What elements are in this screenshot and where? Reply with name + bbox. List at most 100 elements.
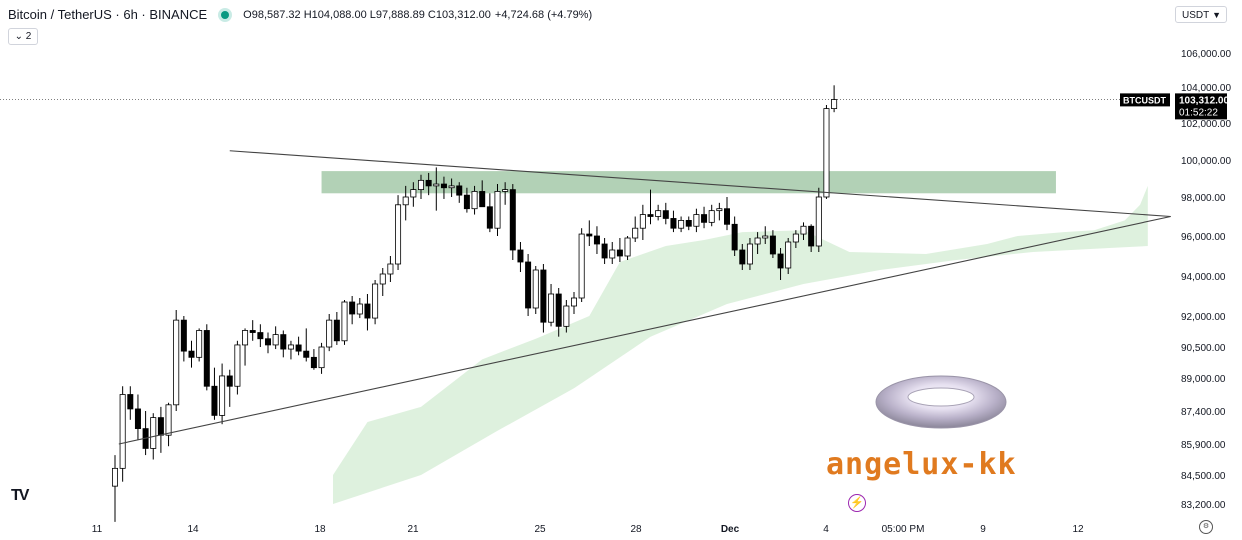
candle-body (639, 214, 646, 229)
candle-body (724, 208, 731, 225)
trendline (118, 215, 1171, 445)
y-tick-label: 85,900.00 (1181, 440, 1226, 451)
candle-body (555, 293, 562, 327)
y-tick-label: 83,200.00 (1181, 500, 1226, 511)
candle-body (219, 375, 226, 416)
candle-body (731, 223, 738, 251)
candle-body (739, 249, 746, 265)
settings-icon[interactable]: ⚙ (1199, 520, 1213, 534)
x-tick-label: 9 (980, 524, 986, 535)
torus-hole (907, 387, 975, 407)
candle-body (746, 243, 753, 265)
candle-body (387, 263, 394, 275)
candle-body (532, 269, 539, 309)
candle-body (372, 283, 379, 319)
candle-body (402, 196, 409, 206)
candle-body (180, 319, 187, 352)
candle-body (632, 227, 639, 239)
candle-body (165, 404, 172, 436)
candle-body (685, 219, 692, 227)
candle-body (318, 346, 325, 369)
candle-body (586, 233, 593, 237)
y-tick-label: 104,000.00 (1181, 83, 1231, 94)
y-tick-label: 106,000.00 (1181, 49, 1231, 60)
symbol-tag (1120, 93, 1170, 107)
candle-body (647, 214, 654, 217)
candle-body (264, 338, 271, 346)
y-tick-label: 94,000.00 (1181, 272, 1226, 283)
candle-body (815, 196, 822, 247)
candle-body (762, 235, 769, 239)
candle-body (486, 206, 493, 229)
symbol-header: Bitcoin / TetherUS · 6h · BINANCE O98,58… (8, 7, 592, 22)
candle-body (349, 301, 356, 315)
candle-body (701, 214, 708, 223)
candle-body (777, 253, 784, 269)
market-status-icon (221, 10, 230, 19)
candle-body (571, 297, 578, 307)
y-tick-label: 92,000.00 (1181, 312, 1226, 323)
candle-body (693, 214, 700, 227)
candle-body (540, 269, 547, 323)
candle-body (509, 189, 516, 251)
candle-body (112, 467, 119, 487)
candle-body (601, 243, 608, 259)
candle-body (341, 301, 348, 342)
ichimoku-cloud (333, 185, 1148, 504)
candle-body (417, 179, 424, 191)
tradingview-logo[interactable]: TV (11, 487, 30, 504)
candle-body (379, 273, 386, 285)
candle-body (364, 303, 371, 319)
resistance-zone (321, 171, 1056, 194)
x-tick-label: 11 (92, 524, 103, 535)
candle-body (563, 305, 570, 327)
candle-body (173, 319, 180, 406)
candle-body (785, 241, 792, 269)
candle-body (548, 293, 555, 323)
candle-body (226, 375, 233, 387)
last-price-label: 103,312.00 (1179, 95, 1229, 106)
candle-body (119, 394, 126, 469)
symbol-tag-label: BTCUSDT (1123, 95, 1166, 105)
candle-body (678, 219, 685, 229)
y-tick-label: 102,000.00 (1181, 119, 1231, 130)
candle-body (211, 385, 218, 416)
chevron-down-icon: ▼ (1212, 10, 1221, 20)
x-tick-label: 14 (187, 524, 199, 535)
candle-body (494, 191, 501, 229)
indicator-collapse-button[interactable]: ⌄ 2 (8, 28, 38, 45)
price-change: +4,724.68 (+4.79%) (494, 8, 593, 21)
last-price-tag (1175, 93, 1227, 120)
candle-body (525, 261, 532, 309)
candle-body (823, 108, 830, 198)
x-tick-label: 4 (823, 524, 829, 535)
candle-body (203, 330, 210, 387)
candle-body (257, 332, 264, 340)
ohlc-values: O98,587.32 H104,088.00 L97,888.89 C103,3… (243, 8, 491, 21)
candle-body (655, 210, 662, 217)
currency-selector[interactable]: USDT ▼ (1175, 6, 1227, 23)
candle-body (272, 334, 279, 346)
x-tick-label: 12 (1072, 524, 1084, 535)
candle-body (670, 218, 677, 229)
y-tick-label: 84,500.00 (1181, 471, 1226, 482)
candle-body (800, 225, 807, 235)
x-tick-label: 25 (534, 524, 546, 535)
candle-body (425, 179, 432, 187)
author-watermark: angelux-kk (826, 447, 1017, 482)
x-tick-label: 28 (630, 524, 642, 535)
currency-label: USDT (1182, 10, 1210, 21)
y-tick-label: 89,000.00 (1181, 374, 1226, 385)
candle-body (356, 303, 363, 315)
x-tick-label: Dec (721, 524, 740, 535)
candle-body (303, 350, 310, 358)
lightning-icon[interactable]: ⚡ (848, 494, 866, 512)
countdown-label: 01:52:22 (1179, 107, 1218, 118)
candle-body (448, 185, 455, 189)
symbol-title[interactable]: Bitcoin / TetherUS · 6h · BINANCE (8, 7, 208, 22)
candle-body (249, 330, 256, 333)
candle-body (333, 319, 340, 342)
candle-body (395, 204, 402, 265)
candle-body (708, 210, 715, 223)
